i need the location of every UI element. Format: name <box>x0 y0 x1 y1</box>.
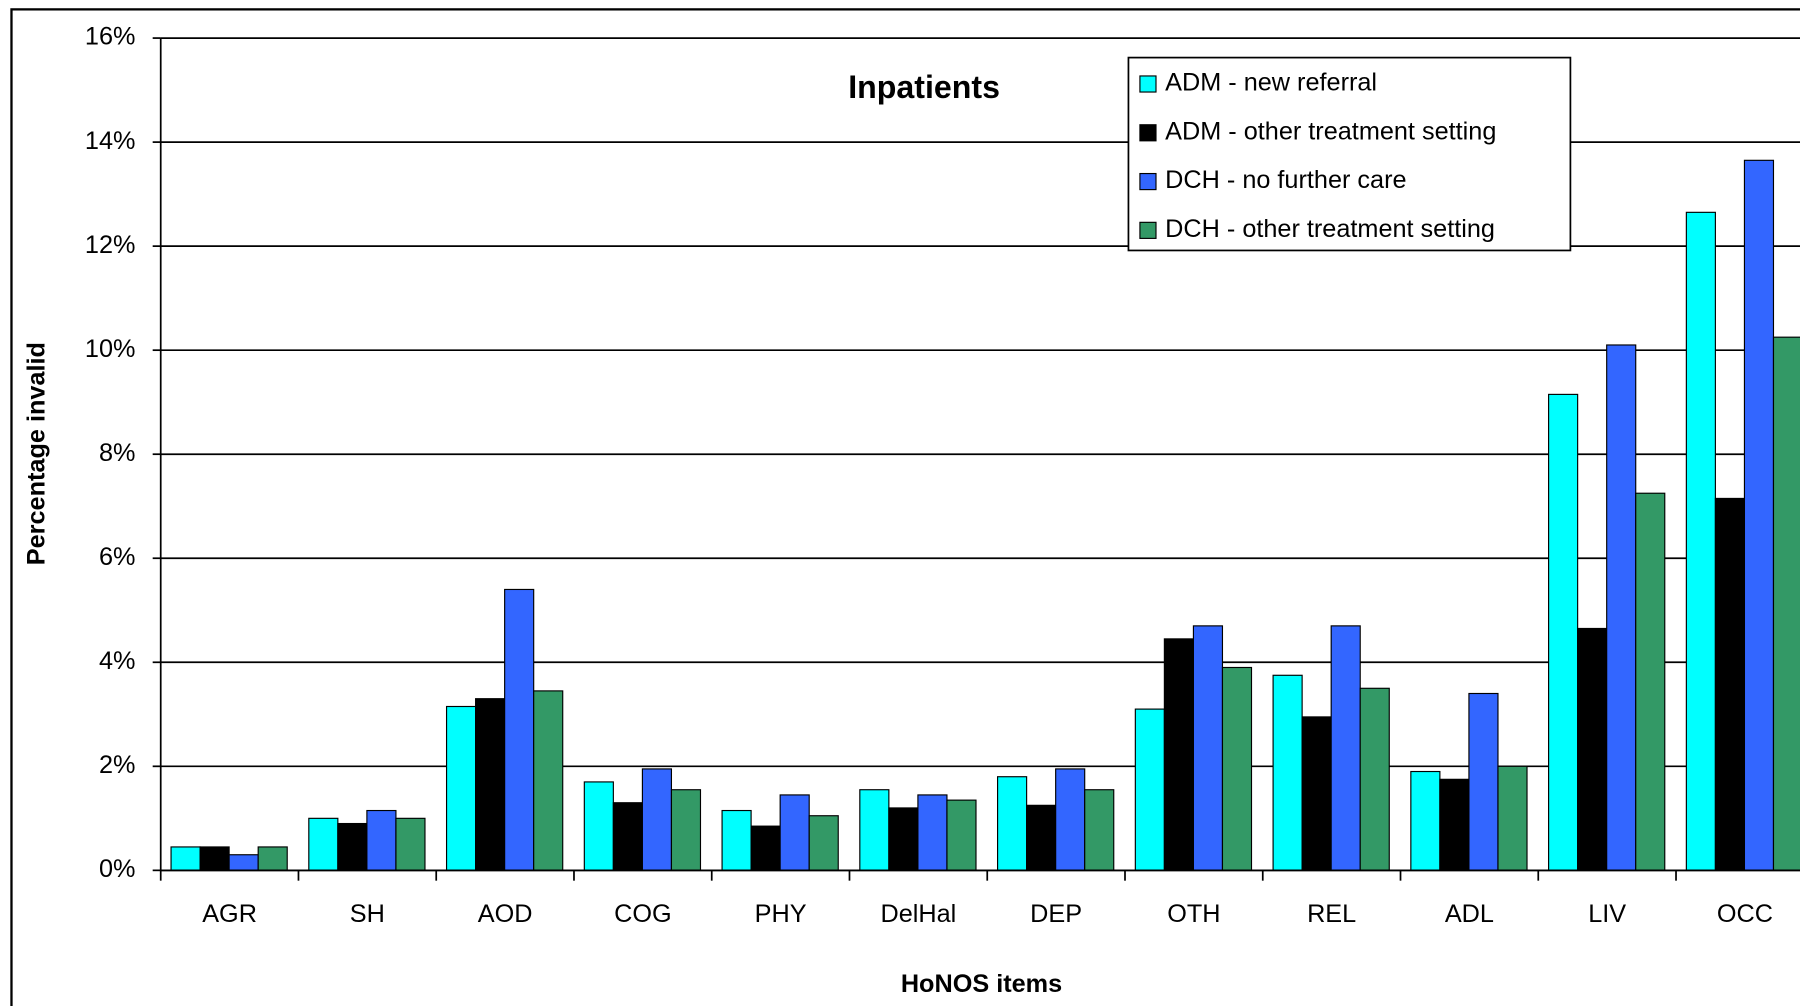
bar <box>1497 765 1528 871</box>
legend-swatch <box>1139 221 1157 239</box>
bar <box>1743 159 1775 871</box>
x-tick-label: REL <box>1307 900 1356 928</box>
legend-box <box>1127 56 1572 252</box>
bar <box>257 846 288 871</box>
bar <box>721 809 752 871</box>
bar <box>337 822 368 871</box>
bar <box>1330 625 1361 871</box>
legend-swatch <box>1139 75 1157 93</box>
bar <box>1084 789 1115 871</box>
bar <box>1772 336 1800 871</box>
bar <box>750 825 781 871</box>
bar <box>1577 627 1608 871</box>
bar <box>1685 211 1716 871</box>
bar <box>1606 344 1637 871</box>
bar <box>1410 770 1441 871</box>
x-tick-label: DelHal <box>880 900 956 928</box>
bar <box>1055 768 1086 871</box>
bar <box>859 789 890 871</box>
legend-label: ADM - other treatment setting <box>1165 117 1496 145</box>
bar <box>779 794 810 871</box>
legend-label: DCH - no further care <box>1165 166 1406 194</box>
bar <box>612 802 643 871</box>
bar <box>1714 497 1746 871</box>
bar <box>641 768 673 871</box>
y-tick-label: 0% <box>99 855 136 883</box>
y-tick-label: 4% <box>99 647 136 675</box>
legend-label: ADM - new referral <box>1165 69 1377 97</box>
bar <box>366 809 397 871</box>
y-tick-label: 2% <box>99 751 136 779</box>
bar <box>1163 638 1194 871</box>
x-tick-label: SH <box>350 900 385 928</box>
y-tick-label: 6% <box>99 543 136 571</box>
bar <box>228 854 259 871</box>
bar <box>1221 666 1253 871</box>
bar <box>946 799 977 871</box>
x-tick-label: OCC <box>1717 900 1773 928</box>
y-tick-label: 10% <box>85 335 136 363</box>
x-tick-label: AGR <box>202 900 257 928</box>
bar <box>997 776 1028 871</box>
bar <box>1468 692 1499 871</box>
bar <box>395 817 426 871</box>
bar <box>1359 687 1390 871</box>
bar <box>1301 716 1332 871</box>
y-tick-label: 14% <box>85 127 136 155</box>
x-tick-label: COG <box>614 900 672 928</box>
x-axis-title: HoNOS items <box>901 970 1062 998</box>
bar <box>308 817 339 871</box>
legend-label: DCH - other treatment setting <box>1165 215 1495 243</box>
x-tick-label: LIV <box>1588 900 1626 928</box>
bar <box>199 846 230 871</box>
bar <box>1026 804 1057 871</box>
y-axis-title: Percentage invalid <box>23 342 51 565</box>
bar <box>533 690 564 871</box>
bar <box>1272 674 1303 871</box>
bar <box>170 846 201 871</box>
y-tick-label: 8% <box>99 439 136 467</box>
bar <box>1635 492 1666 871</box>
chart-title: Inpatients <box>848 69 1000 105</box>
bar <box>1439 778 1470 871</box>
bar <box>888 807 919 871</box>
bar <box>475 698 506 871</box>
bar <box>808 815 839 871</box>
y-tick-label: 16% <box>85 23 136 51</box>
x-tick-label: OTH <box>1167 900 1220 928</box>
x-tick-label: DEP <box>1030 900 1082 928</box>
bar <box>670 789 702 871</box>
x-tick-label: ADL <box>1445 900 1494 928</box>
bar <box>583 781 614 871</box>
x-tick-label: AOD <box>478 900 533 928</box>
bar <box>504 588 535 871</box>
bar <box>1134 708 1165 871</box>
bar <box>917 794 948 871</box>
legend-swatch <box>1139 172 1157 191</box>
bar <box>1192 625 1224 871</box>
bar <box>1548 393 1579 871</box>
x-tick-label: PHY <box>755 900 807 928</box>
legend-swatch <box>1139 124 1157 142</box>
bar <box>445 705 477 871</box>
y-tick-label: 12% <box>85 231 136 259</box>
